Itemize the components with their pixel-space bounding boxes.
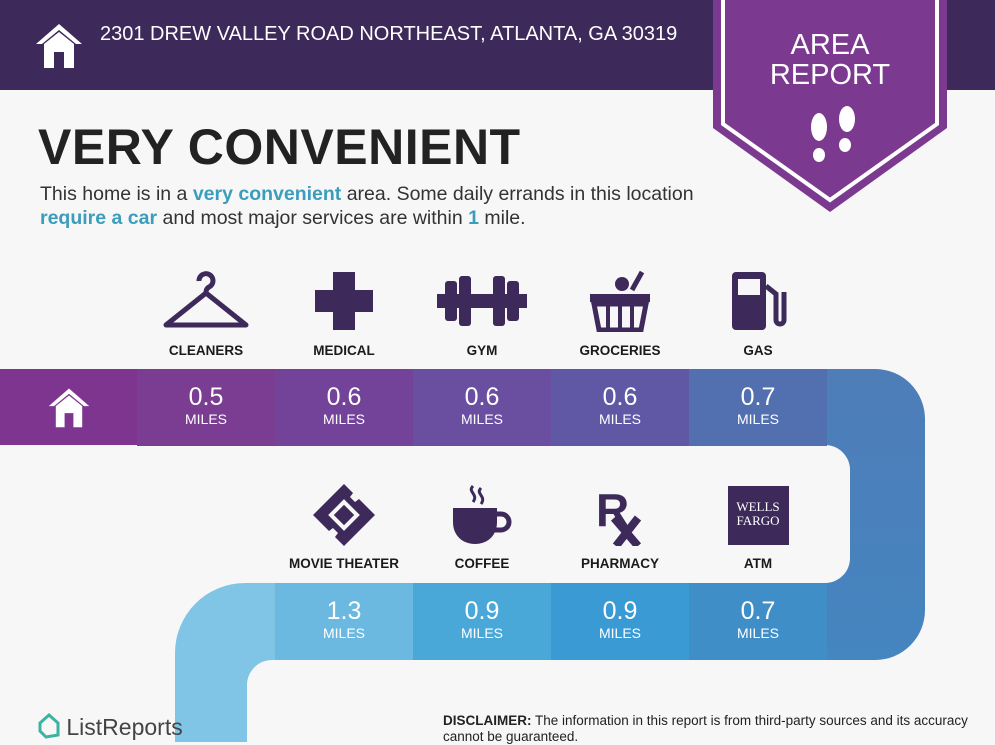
amenity-label: CLEANERS: [168, 343, 244, 358]
distance-cell: 0.6 MILES: [551, 369, 689, 446]
distance-value: 0.7: [740, 383, 776, 411]
listreports-logo-icon: [38, 712, 60, 739]
distance-cell: 0.9 MILES: [413, 583, 551, 660]
distance-cell: 0.5 MILES: [137, 369, 275, 446]
disclaimer-text: The information in this report is from t…: [443, 713, 968, 744]
amenity-label: GYM: [466, 343, 498, 358]
footprints-icon: [811, 106, 855, 162]
atm-logo-text: WELLS FARGO: [727, 485, 789, 545]
logo-text: ListReports: [66, 714, 183, 740]
distance-value: 0.6: [464, 383, 500, 411]
distance-cell: 0.7 MILES: [689, 583, 827, 660]
distance-value: 0.6: [326, 383, 362, 411]
distance-unit: MILES: [736, 411, 779, 427]
distance-unit: MILES: [322, 411, 365, 427]
gas-pump-icon: [708, 268, 808, 334]
distance-unit: MILES: [322, 625, 365, 641]
description: This home is in a very convenient area. …: [40, 182, 720, 230]
amenity-label: GROCERIES: [579, 343, 661, 358]
amenity-label: MOVIE THEATER: [288, 556, 399, 571]
amenity-label: ATM: [743, 556, 773, 571]
rx-icon: R: [570, 482, 670, 548]
desc-highlight: 1: [468, 207, 479, 229]
desc-text: mile.: [478, 207, 526, 229]
hanger-icon: [156, 268, 256, 334]
disclaimer-label: DISCLAIMER:: [443, 713, 532, 728]
disclaimer: DISCLAIMER: The information in this repo…: [443, 713, 983, 745]
distance-cell: 0.6 MILES: [275, 369, 413, 446]
page-title: VERY CONVENIENT: [38, 119, 521, 175]
distance-value: 0.6: [602, 383, 638, 411]
amenity-label: MEDICAL: [313, 343, 375, 358]
amenity-label: COFFEE: [454, 556, 510, 571]
distance-unit: MILES: [736, 625, 779, 641]
distance-unit: MILES: [460, 411, 503, 427]
ticket-icon: [294, 482, 394, 548]
badge-line1: AREA: [790, 29, 870, 61]
listreports-logo: ListReports: [38, 712, 183, 741]
distance-value: 0.9: [464, 597, 500, 625]
distance-value: 0.9: [602, 597, 638, 625]
desc-text: and most major services are within: [157, 207, 469, 229]
area-report-badge: [713, 0, 947, 212]
home-icon: [48, 388, 89, 428]
path-gap: [0, 445, 850, 583]
distance-value: 0.7: [740, 597, 776, 625]
distance-value: 0.5: [188, 383, 224, 411]
distance-cell: 0.6 MILES: [413, 369, 551, 446]
distance-unit: MILES: [598, 411, 641, 427]
home-icon: [36, 24, 82, 68]
desc-text: This home is in a: [40, 183, 193, 205]
property-address: 2301 DREW VALLEY ROAD NORTHEAST, ATLANTA…: [100, 23, 678, 45]
distance-unit: MILES: [184, 411, 227, 427]
dumbbell-icon: [432, 268, 532, 334]
medical-cross-icon: [294, 268, 394, 334]
desc-text: area. Some daily errands in this locatio…: [341, 183, 694, 205]
desc-highlight: require a car: [40, 207, 158, 229]
badge-title: AREA REPORT: [713, 30, 947, 90]
distance-unit: MILES: [460, 625, 503, 641]
distance-cell: 0.9 MILES: [551, 583, 689, 660]
distance-unit: MILES: [598, 625, 641, 641]
home-cell: [0, 369, 137, 445]
distance-cell: 1.3 MILES: [275, 583, 413, 660]
amenity-label: PHARMACY: [580, 556, 659, 571]
amenity-label: GAS: [743, 343, 773, 358]
distance-cell: 0.7 MILES: [689, 369, 827, 446]
desc-highlight: very convenient: [192, 183, 342, 205]
wells-fargo-logo-icon: WELLS FARGO: [708, 482, 808, 548]
distance-value: 1.3: [326, 597, 362, 625]
coffee-cup-icon: [432, 482, 532, 548]
badge-line2: REPORT: [769, 59, 891, 91]
path-gap: [247, 660, 995, 742]
grocery-basket-icon: [570, 268, 670, 334]
